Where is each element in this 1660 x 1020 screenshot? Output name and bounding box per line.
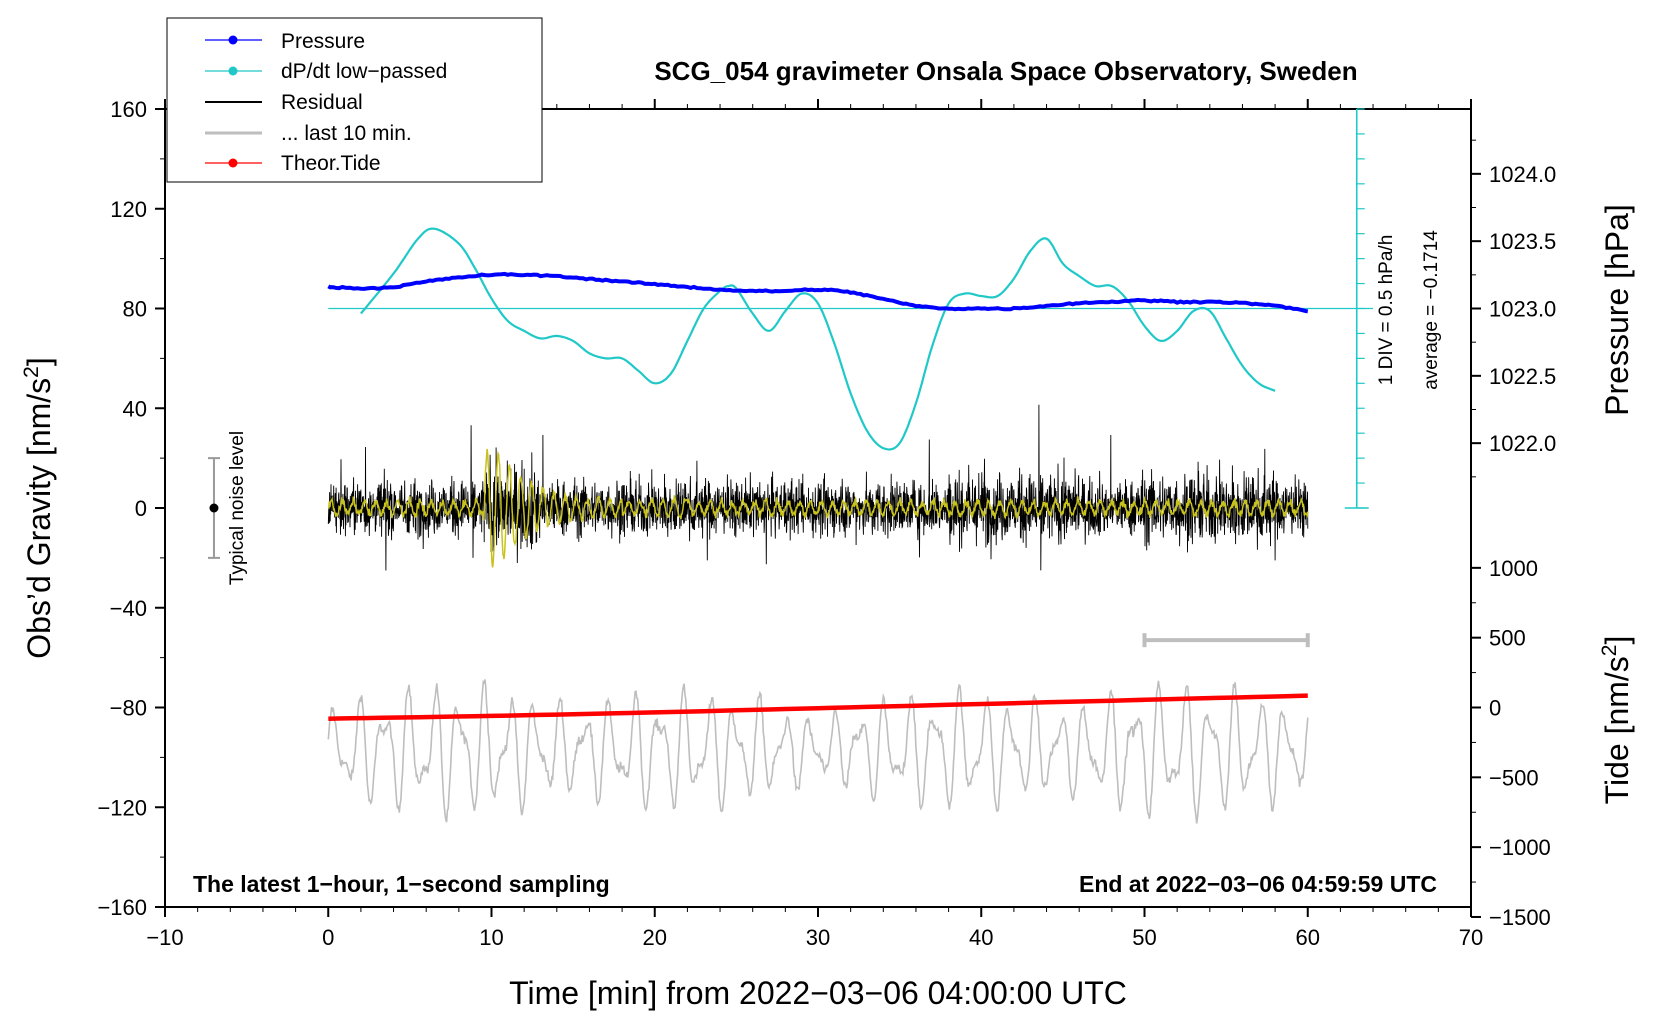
y-tick-label: −160 — [97, 895, 147, 920]
pressure-tick-label: 1024.0 — [1489, 162, 1556, 187]
pressure-tick-label: 1023.0 — [1489, 297, 1556, 322]
last-10-min-line — [327, 679, 1309, 824]
y-tick-label: 40 — [123, 396, 147, 421]
x-tick-label: 50 — [1132, 925, 1156, 950]
y-tick-label: 160 — [110, 97, 147, 122]
residual-line — [327, 404, 1309, 571]
noise-level-label: Typical noise level — [227, 431, 248, 585]
tide-axis-title-main: Tide [nm/s — [1599, 656, 1635, 804]
residual-series — [327, 404, 1309, 571]
residual-lowpass-line — [328, 448, 1309, 568]
dpdt-series — [328, 108, 1374, 509]
tide-tick-label: −1000 — [1489, 835, 1551, 860]
y-axis-ticks: 160 120 80 40 0 −40 −80 −120 −160 — [97, 97, 165, 920]
annotations-layer — [207, 457, 1310, 648]
legend-swatches — [205, 35, 262, 168]
y-tick-label: −80 — [110, 696, 147, 721]
legend-label-pressure: Pressure — [281, 30, 365, 53]
legend-label-residual: Residual — [281, 91, 363, 114]
x-axis-ticks: −10 0 10 20 30 40 50 60 70 — [146, 99, 1483, 950]
tide-line — [328, 693, 1308, 721]
x-tick-label: 40 — [969, 925, 993, 950]
pressure-axis-ticks: 1024.0 1023.5 1023.0 1022.5 1022.0 — [1471, 139, 1556, 478]
dpdt-average-label: average = −0.1714 — [1421, 230, 1442, 390]
legend-swatch-marker — [228, 66, 238, 76]
x-tick-label: 0 — [322, 925, 334, 950]
tide-axis-ticks: 1000 500 0 −500 −1000 −1500 — [1471, 556, 1551, 930]
bottom-right-note: End at 2022−03−06 04:59:59 UTC — [1079, 871, 1437, 897]
residual-lowpass-series — [328, 448, 1309, 568]
legend-label-last10: ... last 10 min. — [281, 122, 412, 145]
pressure-tick-label: 1022.0 — [1489, 431, 1556, 456]
tide-axis-title: Tide [nm/s2] — [1598, 636, 1635, 805]
y-tick-label: −120 — [97, 795, 147, 820]
y-tick-label: 80 — [123, 297, 147, 322]
legend: Pressure dP/dt low−passed Residual ... l… — [166, 17, 543, 183]
y-axis-title-left: Obs’d Gravity [nm/s2] — [20, 357, 57, 659]
tide-tick-label: 0 — [1489, 696, 1501, 721]
legend-box — [166, 17, 543, 183]
pressure-axis-title: Pressure [hPa] — [1599, 204, 1635, 416]
tide-tick-label: −1500 — [1489, 905, 1551, 930]
chart-title: SCG_054 gravimeter Onsala Space Observat… — [654, 56, 1357, 86]
x-axis-title: Time [min] from 2022−03−06 04:00:00 UTC — [509, 975, 1127, 1011]
x-tick-label: 60 — [1296, 925, 1320, 950]
tide-axis-title-close: ] — [1599, 636, 1635, 645]
legend-label-dpdt: dP/dt low−passed — [281, 60, 447, 83]
y-tick-label: 120 — [110, 197, 147, 222]
x-tick-label: −10 — [146, 925, 183, 950]
tide-tick-label: −500 — [1489, 765, 1539, 790]
dpdt-line — [360, 227, 1276, 451]
tide-tick-label: 500 — [1489, 626, 1526, 651]
x-tick-label: 30 — [806, 925, 830, 950]
legend-swatch-marker — [228, 35, 238, 45]
tide-axis-title-sup: 2 — [1598, 645, 1621, 657]
pressure-tick-label: 1023.5 — [1489, 229, 1556, 254]
y-axis-title-left-main: Obs’d Gravity [nm/s — [21, 378, 57, 659]
x-tick-label: 70 — [1459, 925, 1483, 950]
pressure-line — [327, 271, 1309, 314]
legend-label-tide: Theor.Tide — [281, 152, 381, 175]
y-axis-title-left-sup: 2 — [20, 366, 43, 378]
noise-dot — [209, 503, 219, 513]
pressure-tick-label: 1022.5 — [1489, 364, 1556, 389]
x-tick-label: 10 — [479, 925, 503, 950]
y-tick-label: 0 — [135, 496, 147, 521]
pressure-series — [327, 271, 1309, 314]
legend-swatch-marker — [228, 158, 238, 168]
dpdt-div-label: 1 DIV = 0.5 hPa/h — [1376, 235, 1397, 386]
tide-tick-label: 1000 — [1489, 556, 1538, 581]
last-10-min-series — [327, 679, 1309, 824]
y-axis-title-left-close: ] — [21, 357, 57, 366]
x-tick-label: 20 — [643, 925, 667, 950]
tide-series — [328, 693, 1308, 721]
y-tick-label: −40 — [110, 596, 147, 621]
bottom-left-note: The latest 1−hour, 1−second sampling — [193, 871, 610, 897]
